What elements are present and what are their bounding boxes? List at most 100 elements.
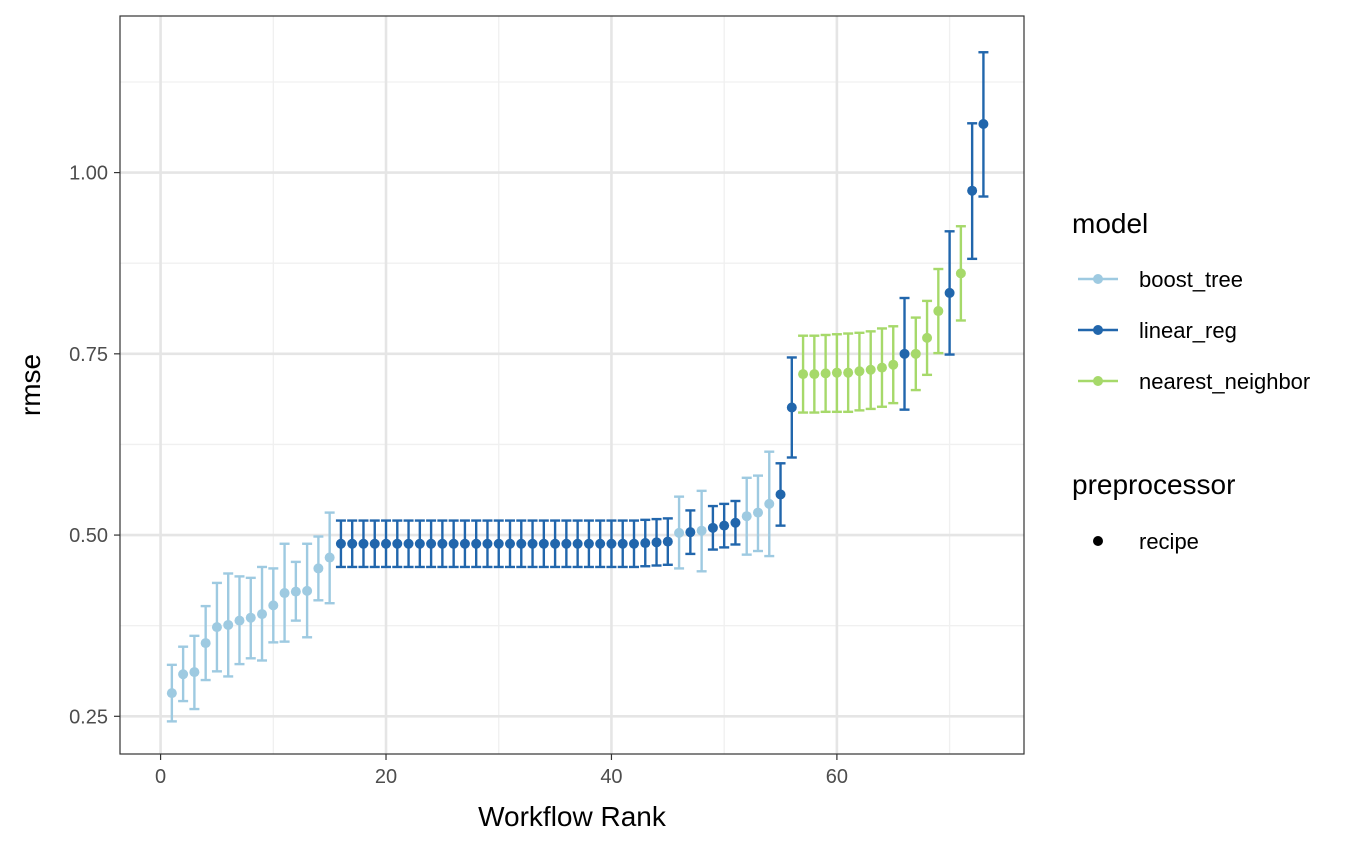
point-nearest_neighbor <box>809 369 820 380</box>
point-nearest_neighbor <box>820 368 831 379</box>
legend-key-point-recipe <box>1093 536 1103 546</box>
point-linear_reg <box>471 538 482 549</box>
point-boost_tree <box>211 622 222 633</box>
point-linear_reg <box>595 538 606 549</box>
point-linear_reg <box>651 537 662 548</box>
point-nearest_neighbor <box>798 369 809 380</box>
point-boost_tree <box>223 619 234 630</box>
point-boost_tree <box>178 669 189 680</box>
legend: model boost_tree linear_reg nearest_neighb… <box>1072 208 1310 554</box>
point-boost_tree <box>741 511 752 522</box>
point-nearest_neighbor <box>888 359 899 370</box>
point-linear_reg <box>561 538 572 549</box>
point-linear_reg <box>493 538 504 549</box>
point-linear_reg <box>662 536 673 547</box>
point-linear_reg <box>685 527 696 538</box>
point-boost_tree <box>245 612 256 623</box>
point-nearest_neighbor <box>831 367 842 378</box>
point-nearest_neighbor <box>910 348 921 359</box>
grid-major <box>120 16 1024 754</box>
x-axis: 0 20 40 60 <box>155 754 848 788</box>
point-linear_reg <box>640 538 651 549</box>
point-boost_tree <box>268 600 279 611</box>
point-linear_reg <box>606 538 617 549</box>
legend-label-nearest_neighbor: nearest_neighbor <box>1139 369 1310 394</box>
point-linear_reg <box>482 538 493 549</box>
point-nearest_neighbor <box>843 367 854 378</box>
point-linear_reg <box>358 538 369 549</box>
legend-key-point-boost_tree <box>1093 274 1103 284</box>
point-nearest_neighbor <box>876 362 887 373</box>
point-linear_reg <box>572 538 583 549</box>
point-nearest_neighbor <box>854 366 865 377</box>
point-linear_reg <box>978 119 989 130</box>
point-boost_tree <box>279 588 290 599</box>
grid-minor <box>120 16 1024 754</box>
legend-title-model: model <box>1072 208 1148 239</box>
point-boost_tree <box>290 586 301 597</box>
legend-title-preprocessor: preprocessor <box>1072 469 1235 500</box>
point-linear_reg <box>448 538 459 549</box>
point-linear_reg <box>786 402 797 413</box>
y-tick-label: 0.25 <box>69 706 108 728</box>
point-boost_tree <box>752 507 763 518</box>
x-axis-title: Workflow Rank <box>478 801 667 832</box>
point-linear_reg <box>505 538 516 549</box>
legend-label-linear_reg: linear_reg <box>1139 318 1237 343</box>
point-linear_reg <box>583 538 594 549</box>
point-linear_reg <box>527 538 538 549</box>
point-boost_tree <box>257 609 268 620</box>
point-nearest_neighbor <box>933 306 944 317</box>
point-linear_reg <box>403 538 414 549</box>
point-linear_reg <box>719 520 730 531</box>
point-boost_tree <box>200 638 211 649</box>
point-boost_tree <box>696 525 707 536</box>
point-boost_tree <box>189 667 200 678</box>
point-boost_tree <box>324 552 335 563</box>
point-boost_tree <box>313 563 324 574</box>
point-linear_reg <box>392 538 403 549</box>
data-points <box>166 119 989 699</box>
point-nearest_neighbor <box>922 332 933 343</box>
point-boost_tree <box>764 498 775 509</box>
legend-label-boost_tree: boost_tree <box>1139 267 1243 292</box>
point-boost_tree <box>674 527 685 538</box>
point-linear_reg <box>347 538 358 549</box>
point-linear_reg <box>628 538 639 549</box>
point-linear_reg <box>459 538 470 549</box>
point-boost_tree <box>302 585 313 596</box>
legend-key-point-nearest_neighbor <box>1093 376 1103 386</box>
point-linear_reg <box>335 538 346 549</box>
panel-border <box>119 15 1025 755</box>
point-linear_reg <box>899 348 910 359</box>
point-linear_reg <box>775 489 786 500</box>
y-axis: 0.25 0.50 0.75 1.00 <box>69 163 120 728</box>
point-boost_tree <box>166 688 177 699</box>
x-tick-label: 60 <box>826 766 848 788</box>
point-linear_reg <box>617 538 628 549</box>
y-tick-label: 0.75 <box>69 344 108 366</box>
point-linear_reg <box>369 538 380 549</box>
point-linear_reg <box>550 538 561 549</box>
point-linear_reg <box>944 287 955 298</box>
point-nearest_neighbor <box>865 364 876 375</box>
point-linear_reg <box>381 538 392 549</box>
x-tick-label: 20 <box>375 766 397 788</box>
legend-model-items: boost_tree linear_reg nearest_neighbor <box>1078 267 1310 394</box>
y-tick-label: 0.50 <box>69 525 108 547</box>
legend-key-point-linear_reg <box>1093 325 1103 335</box>
point-linear_reg <box>730 517 741 528</box>
point-boost_tree <box>234 615 245 626</box>
point-nearest_neighbor <box>955 268 966 279</box>
point-linear_reg <box>426 538 437 549</box>
point-linear_reg <box>437 538 448 549</box>
x-tick-label: 0 <box>155 766 166 788</box>
point-linear_reg <box>707 522 718 533</box>
point-linear_reg <box>967 185 978 196</box>
legend-label-recipe: recipe <box>1139 529 1199 554</box>
legend-preprocessor-items: recipe <box>1093 529 1199 554</box>
y-tick-label: 1.00 <box>69 163 108 185</box>
point-linear_reg <box>516 538 527 549</box>
